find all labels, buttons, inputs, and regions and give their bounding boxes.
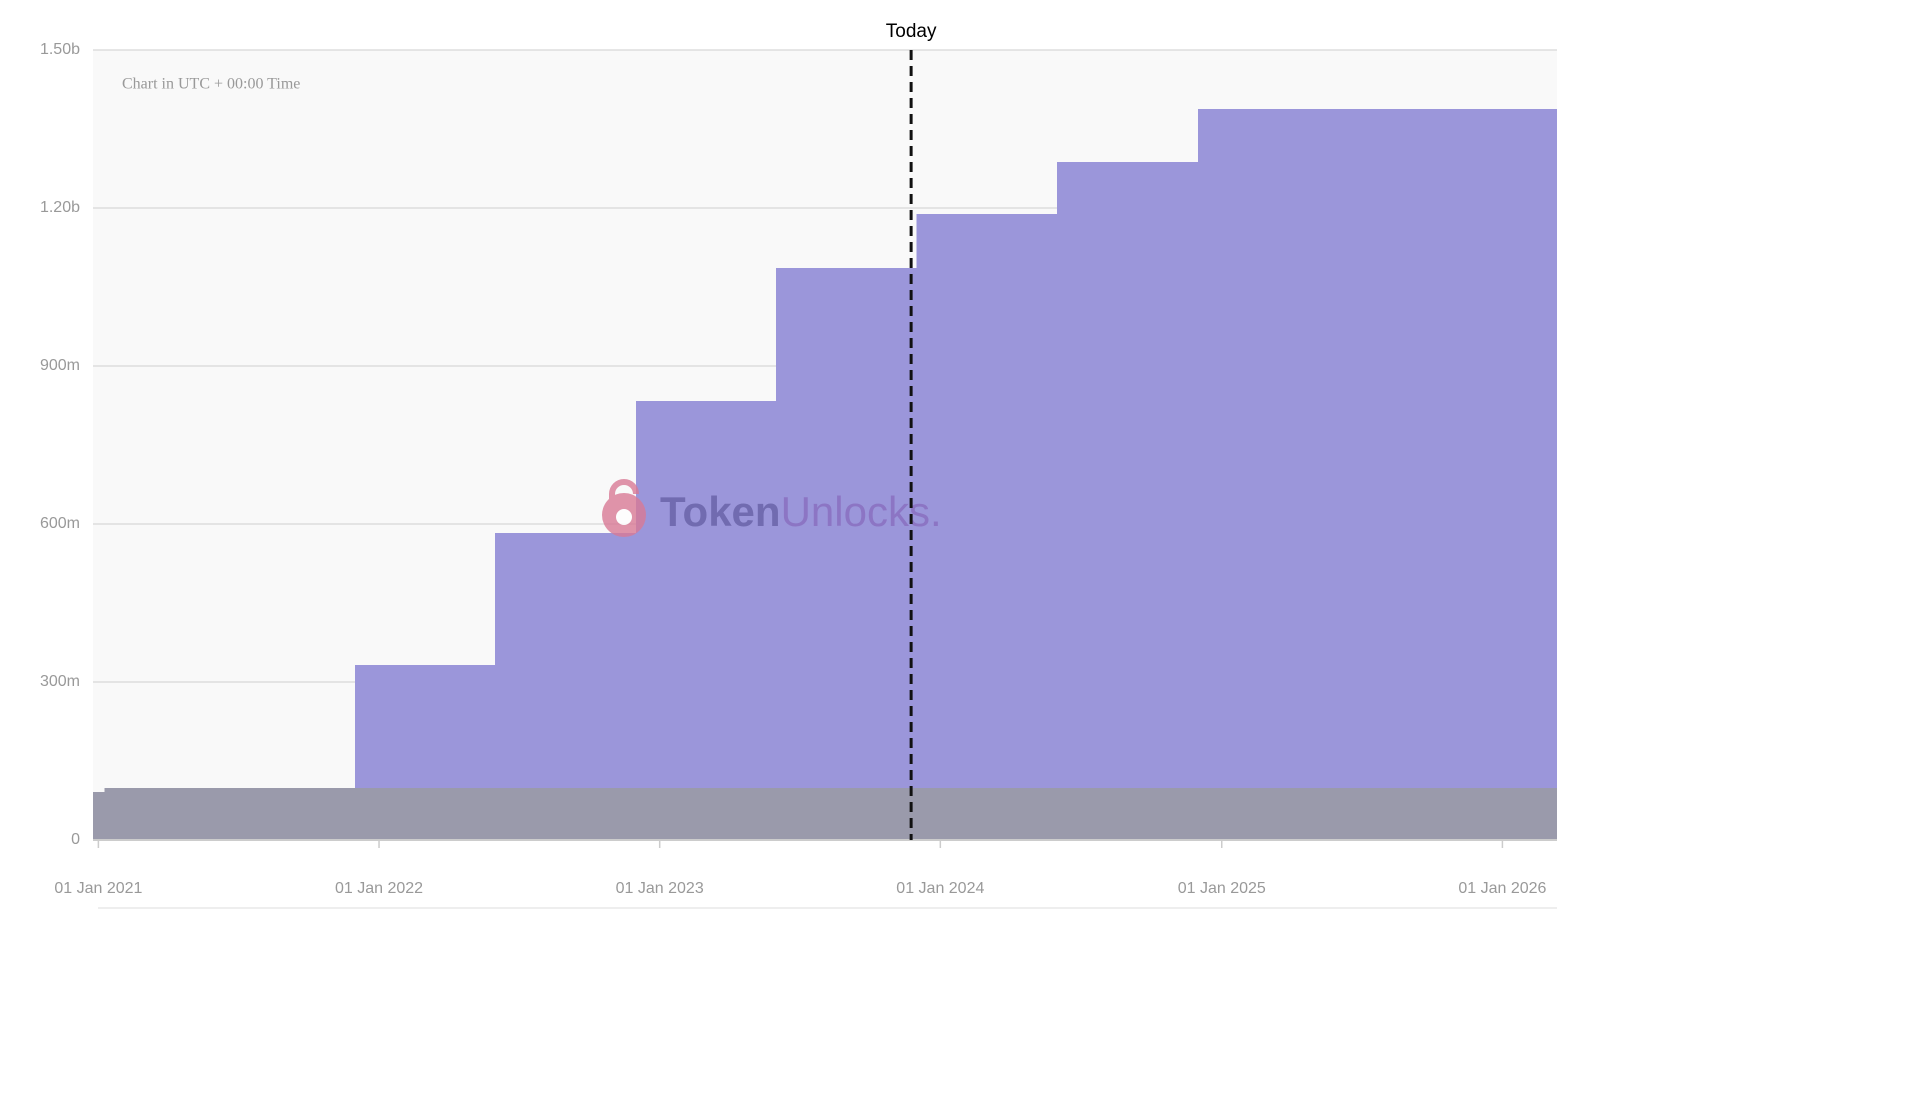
y-tick-label: 900m — [40, 357, 80, 374]
area-step — [93, 792, 105, 840]
area-step — [104, 787, 356, 840]
area-step — [1197, 787, 1557, 840]
x-tick-label: 01 Jan 2026 — [1458, 880, 1546, 897]
today-label: Today — [886, 21, 937, 42]
area-step — [355, 787, 496, 840]
watermark-bold: Token — [660, 488, 781, 535]
area-step — [916, 787, 1058, 840]
area-step — [916, 213, 1058, 788]
watermark-icon — [602, 479, 646, 537]
area-step — [775, 268, 917, 788]
x-tick-label: 01 Jan 2024 — [896, 880, 984, 897]
area-step — [355, 665, 496, 788]
watermark-light: Unlocks. — [781, 488, 942, 535]
area-step — [635, 400, 776, 788]
x-tick-label: 01 Jan 2021 — [54, 880, 142, 897]
area-step — [775, 787, 917, 840]
area-step — [635, 787, 776, 840]
y-tick-label: 0 — [71, 831, 80, 848]
x-tick-label: 01 Jan 2025 — [1178, 880, 1266, 897]
x-tick-label: 01 Jan 2023 — [616, 880, 704, 897]
area-step — [1057, 162, 1198, 788]
chart-note: Chart in UTC + 00:00 Time — [122, 76, 300, 93]
area-step — [1057, 787, 1198, 840]
area-step — [1197, 108, 1557, 788]
area-step — [495, 532, 636, 788]
x-tick-label: 01 Jan 2022 — [335, 880, 423, 897]
y-tick-label: 300m — [40, 673, 80, 690]
y-tick-label: 600m — [40, 515, 80, 532]
y-tick-label: 1.50b — [40, 41, 80, 58]
y-tick-label: 1.20b — [40, 199, 80, 216]
watermark: TokenUnlocks. — [660, 488, 942, 535]
area-step — [495, 787, 636, 840]
